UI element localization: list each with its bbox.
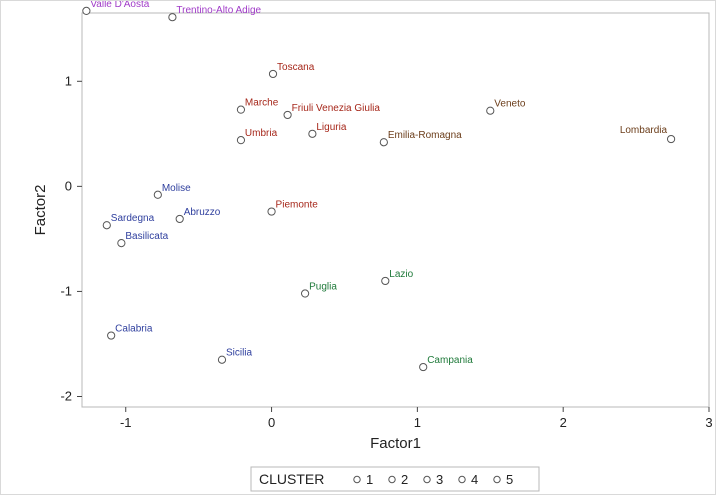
data-point: Veneto	[486, 99, 526, 115]
point-marker	[666, 134, 676, 144]
data-point: Emilia-Romagna	[379, 130, 462, 147]
point-marker	[379, 138, 388, 147]
point-label: Liguria	[316, 122, 346, 133]
point-marker	[283, 110, 292, 120]
point-label: Lazio	[389, 269, 413, 280]
y-tick-label: -2	[60, 388, 72, 403]
point-marker	[268, 69, 278, 79]
point-label: Friuli Venezia Giulia	[292, 103, 381, 114]
legend-marker	[388, 475, 396, 484]
legend-label: 3	[436, 472, 443, 487]
data-point: Lombardia	[620, 125, 676, 144]
point-label: Toscana	[277, 62, 315, 73]
legend-label: 5	[506, 472, 513, 487]
point-marker	[236, 136, 246, 145]
legend-marker	[493, 475, 501, 484]
data-point: Campania	[419, 355, 473, 372]
point-label: Puglia	[309, 282, 337, 293]
point-label: Emilia-Romagna	[388, 130, 462, 141]
x-tick-label: 2	[560, 415, 567, 430]
point-marker	[486, 106, 495, 115]
x-tick-label: 0	[268, 415, 275, 430]
point-label: Trentino-Alto Adige	[176, 5, 261, 16]
legend-entry: 2	[388, 472, 408, 487]
legend-entry: 4	[458, 472, 478, 487]
point-marker	[82, 6, 91, 15]
legend-entries: 1 2 3 4 5	[353, 472, 513, 487]
point-marker	[153, 190, 162, 199]
data-point: Umbria	[236, 128, 278, 145]
point-label: Calabria	[115, 324, 153, 335]
y-tick-label: -1	[60, 283, 72, 298]
legend-label: 2	[401, 472, 408, 487]
point-marker	[175, 214, 184, 224]
point-marker	[300, 289, 310, 298]
x-tick-label: 1	[414, 415, 421, 430]
point-label: Veneto	[494, 99, 526, 110]
data-point: Liguria	[308, 122, 347, 138]
y-tick-label: 1	[65, 73, 72, 88]
data-point: Piemonte	[267, 200, 319, 216]
x-axis: -1 0 1 2 3	[120, 407, 713, 430]
point-label: Sicilia	[226, 348, 253, 359]
x-tick-label: -1	[120, 415, 132, 430]
y-axis-title: Factor2	[32, 185, 49, 236]
data-point: Abruzzo	[175, 207, 221, 224]
point-label: Lombardia	[620, 125, 668, 136]
y-tick-label: 0	[65, 178, 72, 193]
data-point: Molise	[153, 183, 191, 199]
point-label: Abruzzo	[184, 207, 221, 218]
data-point: Calabria	[107, 324, 153, 340]
point-label: Molise	[162, 183, 191, 194]
legend-marker	[423, 475, 431, 484]
point-label: Campania	[427, 355, 473, 366]
point-label: Umbria	[245, 128, 278, 139]
data-point: Trentino-Alto Adige	[168, 5, 262, 22]
data-point: Sardegna	[102, 213, 155, 230]
point-label: Marche	[245, 98, 279, 109]
y-axis: -2 -1 0 1	[60, 73, 82, 403]
data-point: Puglia	[300, 282, 337, 298]
legend-entry: 1	[353, 472, 373, 487]
plot-area	[81, 12, 710, 408]
point-marker	[102, 221, 111, 230]
point-marker	[419, 362, 428, 372]
point-label: Piemonte	[276, 200, 319, 211]
legend-label: 4	[471, 472, 478, 487]
point-marker	[236, 105, 246, 114]
data-point: Sicilia	[217, 348, 253, 364]
data-point: Toscana	[268, 62, 315, 79]
data-point: Friuli Venezia Giulia	[283, 103, 381, 120]
x-tick-label: 3	[705, 415, 712, 430]
point-marker	[107, 331, 116, 340]
legend-label: 1	[366, 472, 373, 487]
data-point: Lazio	[381, 269, 414, 286]
point-marker	[308, 129, 317, 138]
legend-entry: 3	[423, 472, 443, 487]
point-label: Sardegna	[111, 213, 155, 224]
point-marker	[381, 276, 390, 286]
point-marker	[168, 13, 177, 22]
point-label: Valle D'Aosta	[90, 1, 149, 10]
data-point: Marche	[236, 98, 279, 114]
legend-title: CLUSTER	[259, 471, 324, 487]
legend-marker	[353, 475, 361, 484]
data-points: Valle D'Aosta Trentino-Alto Adige Toscana M…	[82, 1, 676, 372]
point-label: Basilicata	[125, 231, 168, 242]
legend-entry: 5	[493, 472, 513, 487]
point-marker	[217, 355, 227, 364]
data-point: Basilicata	[117, 231, 169, 248]
point-marker	[267, 207, 276, 216]
x-axis-title: Factor1	[370, 435, 421, 452]
point-marker	[117, 238, 126, 248]
legend-marker	[458, 475, 466, 484]
data-point: Valle D'Aosta	[82, 1, 150, 15]
